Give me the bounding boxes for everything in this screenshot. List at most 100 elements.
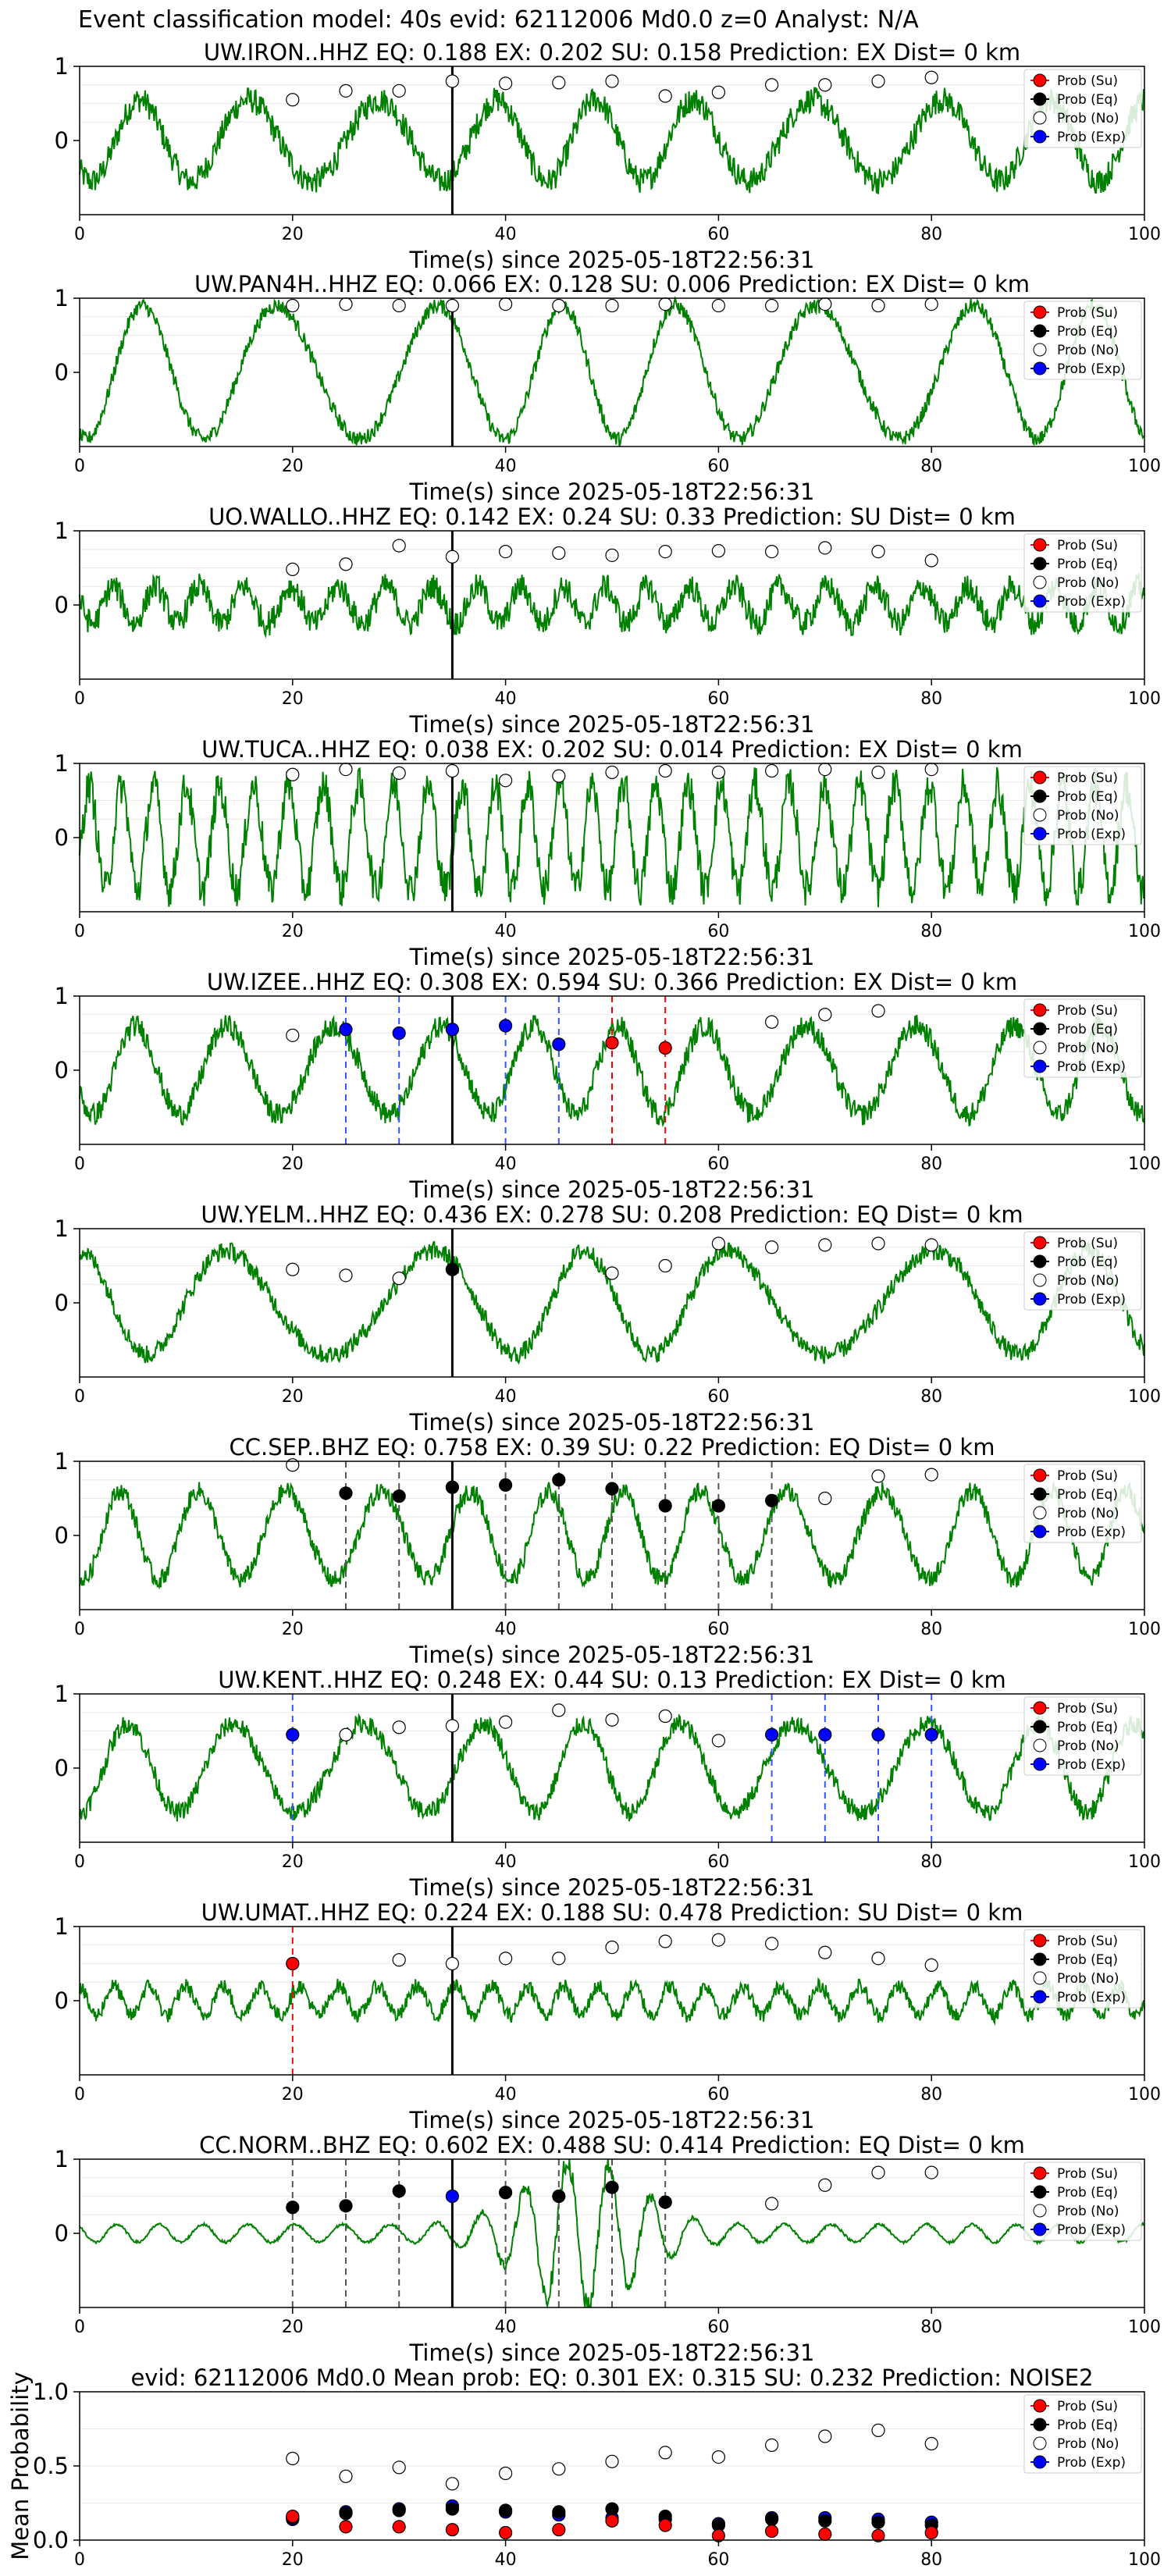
legend-marker-eq <box>1033 789 1047 803</box>
legend-label: Prob (Su) <box>1057 1701 1118 1717</box>
legend-marker-exp <box>1033 1757 1047 1771</box>
legend-frame <box>1023 998 1142 1078</box>
legend-marker-eq <box>1033 2185 1047 2199</box>
x-tick-label: 40 <box>495 457 517 476</box>
axes-frame <box>79 1228 1145 1378</box>
legend-label: Prob (Eq) <box>1057 2418 1118 2433</box>
prob-marker-no <box>818 1945 832 1959</box>
prob-marker-no <box>658 297 672 311</box>
x-tick-label: 80 <box>920 1620 942 1639</box>
x-tick-label: 80 <box>920 2085 942 2105</box>
x-tick-label: 40 <box>495 1155 517 1174</box>
legend-marker-su <box>1033 1236 1047 1250</box>
prob-marker-eq <box>498 2186 513 2200</box>
prob-marker-no <box>764 298 779 313</box>
prob-marker-no <box>286 298 300 313</box>
legend-label: Prob (Eq) <box>1057 1487 1118 1503</box>
mean-marker-no <box>445 2477 460 2491</box>
x-tick-label: 80 <box>920 1852 942 1872</box>
x-axis-label: Time(s) since 2025-05-18T22:56:31 <box>409 2339 815 2366</box>
x-tick-label: 60 <box>707 1387 729 1407</box>
legend-marker-eq <box>1033 1487 1047 1501</box>
legend-label: Prob (No) <box>1057 343 1119 358</box>
prob-marker-no <box>498 544 513 559</box>
legend-marker-su <box>1033 305 1047 319</box>
legend-frame <box>1023 301 1142 380</box>
prob-marker-no <box>871 298 885 313</box>
y-tick-label: 0 <box>55 127 69 154</box>
prob-marker-exp <box>445 1023 460 1037</box>
legend-marker-no <box>1033 2436 1047 2450</box>
legend-frame <box>1023 1464 1142 1543</box>
legend-label: Prob (Eq) <box>1057 1720 1118 1735</box>
prob-marker-no <box>764 1240 779 1254</box>
x-tick-label: 40 <box>495 225 517 244</box>
prob-marker-no <box>286 562 300 577</box>
legend-marker-exp <box>1033 1292 1047 1306</box>
x-tick-label: 20 <box>282 225 304 244</box>
prob-marker-no <box>924 1958 938 1972</box>
prob-marker-no <box>339 762 353 777</box>
x-tick-label: 0 <box>74 1387 85 1407</box>
x-tick-label: 40 <box>495 1620 517 1639</box>
legend: Prob (Su) Prob (Eq) Prob (No) Prob (Exp) <box>1023 1464 1142 1543</box>
mean-marker-su <box>924 2525 938 2540</box>
waveform-trace <box>79 87 1145 194</box>
prob-marker-no <box>605 298 619 313</box>
legend-marker-no <box>1033 575 1047 589</box>
prob-marker-no <box>392 539 406 553</box>
prob-marker-no <box>498 76 513 91</box>
x-tick-label: 80 <box>920 1387 942 1407</box>
prob-marker-exp <box>392 1026 406 1041</box>
prob-marker-no <box>711 85 726 99</box>
x-tick-label: 0 <box>74 1620 85 1639</box>
prob-marker-no <box>924 2165 938 2179</box>
legend-marker-exp <box>1033 2455 1047 2469</box>
legend-label: Prob (Exp) <box>1057 1990 1126 2005</box>
prob-marker-no <box>286 93 300 107</box>
x-axis-label: Time(s) since 2025-05-18T22:56:31 <box>409 1409 815 1436</box>
prob-marker-no <box>871 1952 885 1966</box>
y-tick-label: 1 <box>55 983 69 1009</box>
legend-label: Prob (Eq) <box>1057 92 1118 108</box>
x-tick-label: 100 <box>1128 689 1161 709</box>
prob-marker-no <box>392 766 406 780</box>
mean-marker-eq <box>871 2515 885 2529</box>
legend-label: Prob (No) <box>1057 1971 1119 1987</box>
x-tick-label: 100 <box>1128 457 1161 476</box>
x-tick-label: 80 <box>920 2318 942 2337</box>
prob-marker-no <box>339 1268 353 1283</box>
y-tick-label: 0 <box>55 1755 69 1781</box>
legend-label: Prob (No) <box>1057 1738 1119 1754</box>
legend-marker-exp <box>1033 1525 1047 1539</box>
prob-marker-no <box>286 1262 300 1276</box>
x-tick-label: 60 <box>707 1852 729 1872</box>
mean-marker-eq <box>339 2507 353 2521</box>
x-tick-label: 40 <box>495 689 517 709</box>
mean-marker-no <box>552 2462 566 2476</box>
prob-marker-no <box>552 769 566 783</box>
mean-marker-no <box>764 2438 779 2452</box>
y-tick-label: 1 <box>55 1913 69 1940</box>
x-tick-label: 80 <box>920 2550 942 2570</box>
prob-marker-no <box>924 70 938 84</box>
chart-panel-2: UO.WALLO..HHZ EQ: 0.142 EX: 0.24 SU: 0.3… <box>55 503 1161 738</box>
legend-marker-su <box>1033 1003 1047 1017</box>
legend-label: Prob (Exp) <box>1057 2222 1126 2238</box>
legend-frame <box>1023 533 1142 613</box>
x-tick-label: 60 <box>707 457 729 476</box>
legend: Prob (Su) Prob (Eq) Prob (No) Prob (Exp) <box>1023 1696 1142 1776</box>
legend-label: Prob (No) <box>1057 1041 1119 1056</box>
prob-marker-exp <box>924 1727 938 1742</box>
prob-marker-no <box>658 89 672 103</box>
x-tick-label: 0 <box>74 225 85 244</box>
x-tick-label: 0 <box>74 457 85 476</box>
prob-marker-no <box>605 548 619 562</box>
legend-label: Prob (Exp) <box>1057 1292 1126 1308</box>
chart-panel-4: UW.IZEE..HHZ EQ: 0.308 EX: 0.594 SU: 0.3… <box>55 969 1161 1203</box>
y-tick-label: 1 <box>55 1681 69 1707</box>
x-tick-label: 20 <box>282 689 304 709</box>
mean-marker-no <box>711 2450 726 2464</box>
prob-marker-exp <box>764 1727 779 1742</box>
x-tick-label: 80 <box>920 1155 942 1174</box>
